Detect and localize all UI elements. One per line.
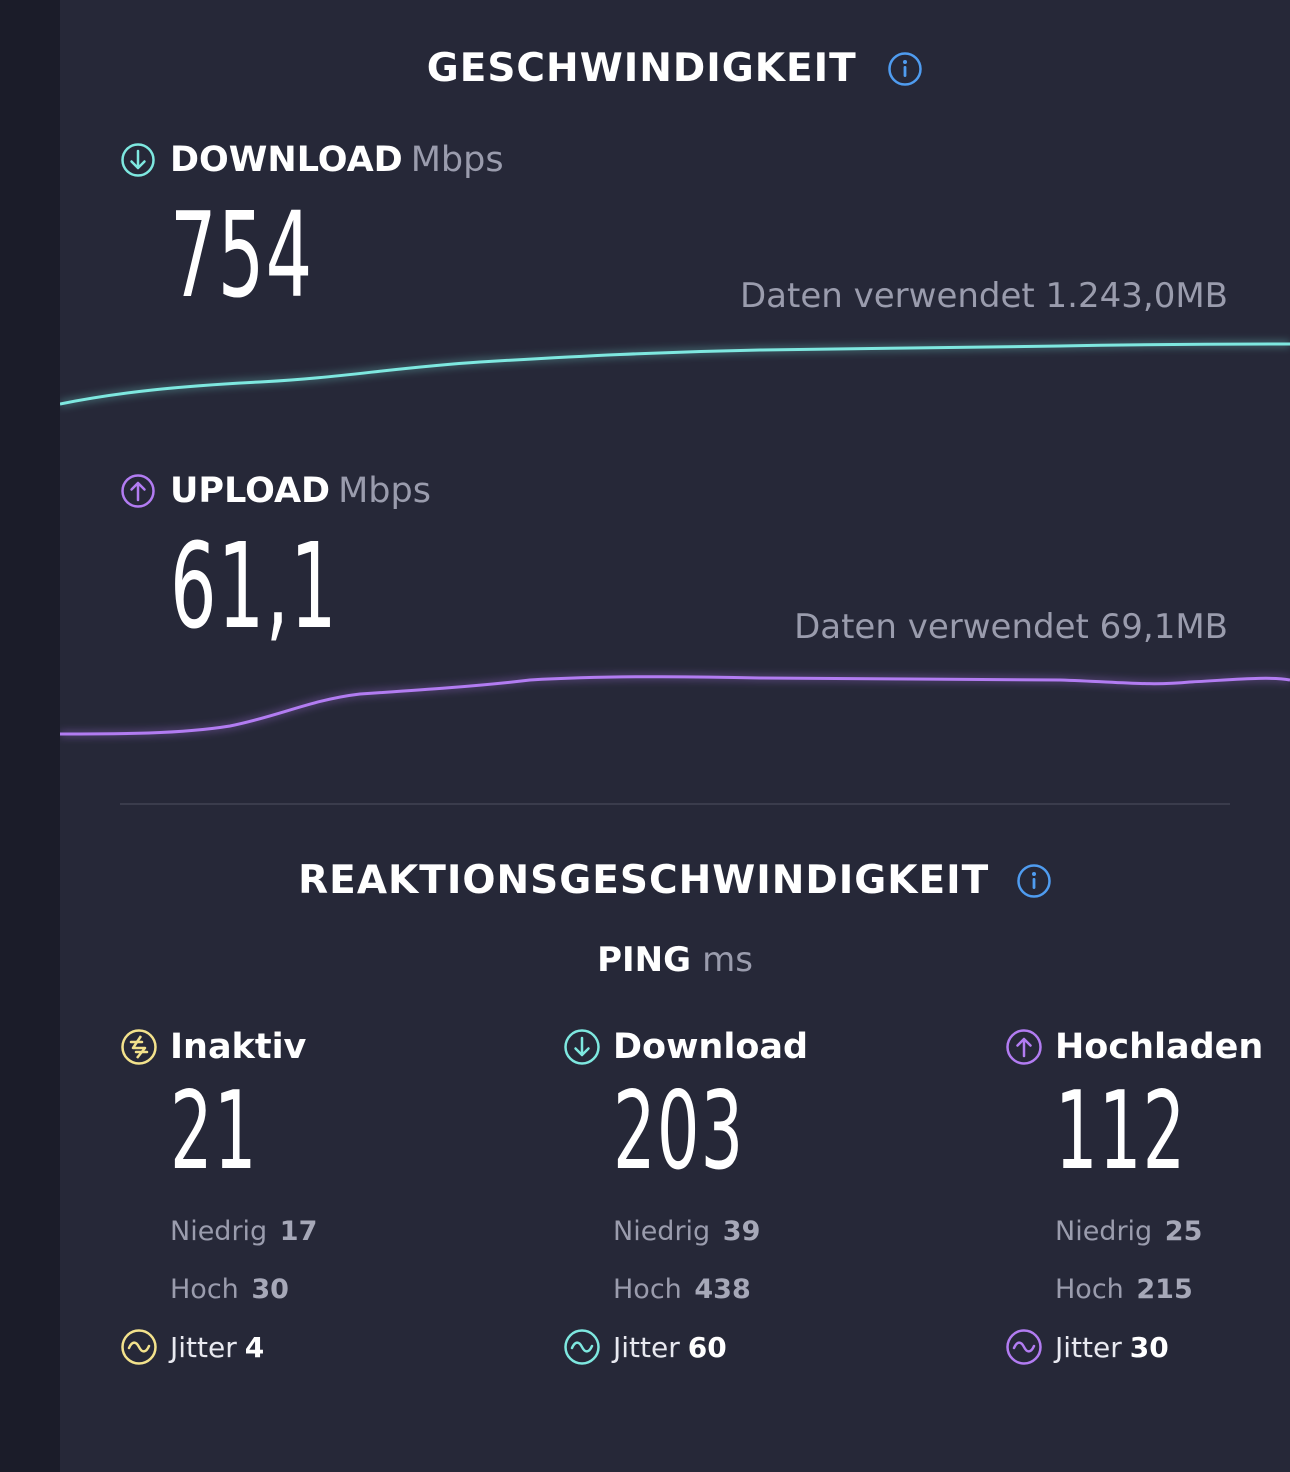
high-label: Hoch [170, 1274, 239, 1305]
ping-label: PING [597, 940, 691, 980]
ping-upload-column: Hochladen 112 Niedrig 25 Hoch 215 Jitter… [1005, 1022, 1290, 1382]
arrow-up-circle-icon [1006, 1029, 1042, 1065]
ping-idle-value: 21 [170, 1069, 258, 1194]
download-label: DOWNLOAD [170, 140, 403, 180]
low-value: 25 [1164, 1216, 1203, 1247]
ping-unit: ms [702, 940, 753, 980]
ping-download-high: Hoch 438 [613, 1274, 751, 1305]
jitter-label: Jitter [1055, 1330, 1122, 1364]
upload-speed-value: 61,1 [170, 517, 338, 655]
ping-idle-column: Inaktiv 21 Niedrig 17 Hoch 30 Jitter 4 [120, 1022, 520, 1382]
info-icon[interactable] [1016, 863, 1052, 899]
jitter-value: 60 [687, 1330, 727, 1364]
ping-download-low: Niedrig 39 [613, 1216, 760, 1247]
arrow-up-circle-icon [121, 474, 155, 508]
idle-circle-icon [121, 1029, 157, 1065]
ping-upload-value: 112 [1055, 1069, 1187, 1194]
download-unit: Mbps [410, 140, 504, 180]
arrow-down-circle-icon [121, 143, 155, 177]
upload-label: UPLOAD [170, 471, 331, 511]
high-label: Hoch [1055, 1274, 1124, 1305]
ping-download-column: Download 203 Niedrig 39 Hoch 438 Jitter … [563, 1022, 963, 1382]
upload-data-used: Daten verwendet 69,1MB [794, 607, 1228, 647]
info-icon[interactable] [887, 51, 923, 87]
low-label: Niedrig [613, 1216, 711, 1247]
ping-download-label: Download [613, 1027, 809, 1067]
upload-speed-graph [60, 673, 1290, 737]
jitter-value: 30 [1129, 1330, 1169, 1364]
ping-upload-label: Hochladen [1055, 1027, 1264, 1067]
ping-download-value: 203 [613, 1069, 745, 1194]
results-panel: GESCHWINDIGKEIT DOWNLOAD Mbps 754 Daten … [60, 0, 1290, 1472]
ping-idle-label: Inaktiv [170, 1027, 307, 1067]
ping-header: PING ms [60, 940, 1290, 980]
left-strip [0, 0, 60, 1472]
jitter-value: 4 [244, 1330, 265, 1364]
ping-idle-jitter: Jitter 4 [120, 1328, 264, 1366]
section-divider [120, 803, 1230, 805]
high-label: Hoch [613, 1274, 682, 1305]
wave-circle-icon [564, 1329, 600, 1365]
ping-upload-header: Hochladen [1005, 1022, 1290, 1072]
ping-upload-jitter: Jitter 30 [1005, 1328, 1169, 1366]
arrow-down-circle-icon [564, 1029, 600, 1065]
ping-upload-low: Niedrig 25 [1055, 1216, 1202, 1247]
low-label: Niedrig [170, 1216, 268, 1247]
high-value: 438 [694, 1274, 751, 1305]
wave-circle-icon [1006, 1329, 1042, 1365]
download-data-used: Daten verwendet 1.243,0MB [740, 276, 1228, 316]
jitter-label: Jitter [170, 1330, 237, 1364]
upload-unit: Mbps [338, 471, 431, 511]
ping-idle-low: Niedrig 17 [170, 1216, 317, 1247]
low-value: 39 [722, 1216, 761, 1247]
responsiveness-title-text: REAKTIONSGESCHWINDIGKEIT [298, 858, 990, 903]
download-speed-graph [60, 341, 1290, 407]
high-value: 215 [1136, 1274, 1193, 1305]
ping-idle-header: Inaktiv [120, 1022, 520, 1072]
wave-circle-icon [121, 1329, 157, 1365]
speed-section-title: GESCHWINDIGKEIT [60, 44, 1290, 91]
low-value: 17 [279, 1216, 318, 1247]
high-value: 30 [251, 1274, 289, 1305]
low-label: Niedrig [1055, 1216, 1153, 1247]
upload-header: UPLOAD Mbps [120, 469, 431, 513]
ping-idle-high: Hoch 30 [170, 1274, 289, 1305]
ping-upload-high: Hoch 215 [1055, 1274, 1193, 1305]
ping-download-jitter: Jitter 60 [563, 1328, 727, 1366]
responsiveness-section-title: REAKTIONSGESCHWINDIGKEIT [60, 856, 1290, 903]
jitter-label: Jitter [613, 1330, 680, 1364]
speed-title-text: GESCHWINDIGKEIT [426, 46, 857, 91]
download-header: DOWNLOAD Mbps [120, 138, 504, 182]
ping-download-header: Download [563, 1022, 963, 1072]
download-speed-value: 754 [170, 186, 314, 324]
